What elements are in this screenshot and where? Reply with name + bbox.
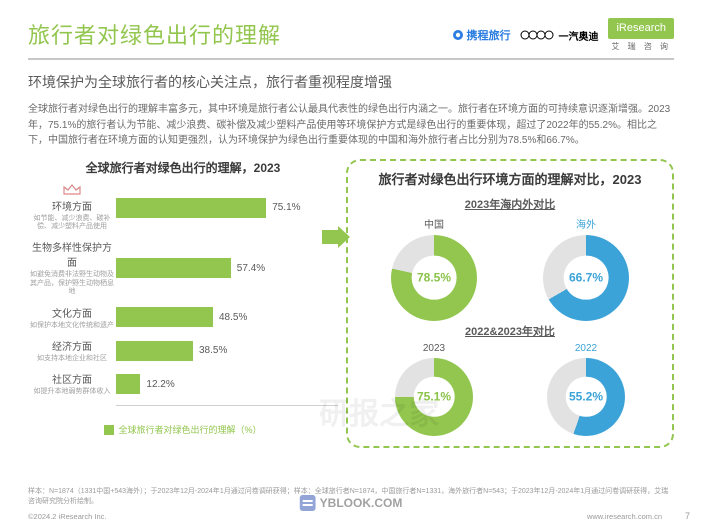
ctrip-icon [452,29,464,41]
copyright: ©2024.2 iResearch Inc. [28,512,107,521]
bar-fill [116,307,213,327]
bar-sublabel: 如避免消费非法野生动物及其产品，保护野生动物栖息地 [28,271,116,296]
donut-panel: 旅行者对绿色出行环境方面的理解对比，2023 2023年海内外对比 中国 78.5… [346,159,674,448]
bar-chart-legend: 全球旅行者对绿色出行的理解（%） [28,423,338,436]
bar-label-col: 经济方面如支持本地企业和社区 [28,338,116,363]
bar-label: 经济方面 [28,338,116,353]
bar-row: 生物多样性保护方面如避免消费非法野生动物及其产品，保护野生动物栖息地 57.4% [28,239,338,296]
audi-text: 一汽奥迪 [558,28,598,43]
donut-row-2: 2023 75.1% 2022 55.2% [358,343,662,436]
donut-center: 55.2% [566,376,607,417]
bar-sublabel: 如支持本地企业和社区 [28,355,116,363]
donut-chart: 55.2% [547,358,625,436]
bar-label: 环境方面 [28,198,116,213]
bar-track: 48.5% [116,307,338,327]
donut-block: 2022 55.2% [547,343,625,436]
iresearch-logo: iResearch 艾 瑞 咨 询 [608,18,674,52]
audi-rings-icon [520,29,554,41]
site-url: www.iresearch.com.cn [587,512,662,521]
bar-value: 75.1% [272,202,300,213]
bar-sublabel: 如提升本地弱势群体收入 [28,388,116,396]
bar-track: 38.5% [116,341,338,361]
bar-sublabel: 如保护本地文化传统和遗产 [28,322,116,330]
bar-label-col: 环境方面如节能、减少浪费、碳补偿、减少塑料产品使用 [28,184,116,232]
bar-track: 12.2% [116,374,338,394]
page-number: 7 [685,511,690,521]
bar-value: 38.5% [199,345,227,356]
donut-panel-title: 旅行者对绿色出行环境方面的理解对比，2023 [358,169,662,188]
bar-label: 生物多样性保护方面 [28,239,116,269]
footnote: 样本：N=1874（1331中国+543海外）；于2023年12月-2024年1… [28,487,674,507]
bar-label-col: 文化方面如保护本地文化传统和遗产 [28,305,116,330]
donut-block: 2023 75.1% [395,343,473,436]
donut-label: 海外 [543,216,629,231]
donut-label: 2022 [547,343,625,354]
bar-label: 文化方面 [28,305,116,320]
donut-chart: 66.7% [543,235,629,321]
bar-track: 57.4% [116,258,338,278]
ctrip-text: 携程旅行 [466,27,510,43]
donut-chart: 75.1% [395,358,473,436]
header: 旅行者对绿色出行的理解 携程旅行 一汽奥迪 iResearch 艾 瑞 咨 询 [28,18,674,52]
bar-value: 12.2% [146,379,174,390]
subtitle: 环境保护为全球旅行者的核心关注点，旅行者重视程度增强 [28,72,674,92]
body-paragraph: 全球旅行者对绿色出行的理解丰富多元，其中环境是旅行者公认最具代表性的绿色出行内涵… [28,102,674,149]
bar-label-col: 社区方面如提升本地弱势群体收入 [28,371,116,396]
donut-value: 78.5% [417,271,451,285]
donut-center: 78.5% [412,255,457,300]
bar-value: 57.4% [237,263,265,274]
bar-label-col: 生物多样性保护方面如避免消费非法野生动物及其产品，保护野生动物栖息地 [28,239,116,296]
bar-fill [116,258,231,278]
bar-fill [116,374,140,394]
donut-row-1: 中国 78.5% 海外 66.7% [358,216,662,321]
ctrip-logo: 携程旅行 [452,27,510,43]
section1-title: 2023年海内外对比 [358,196,662,212]
bar-row: 经济方面如支持本地企业和社区 38.5% [28,338,338,363]
legend-text: 全球旅行者对绿色出行的理解（%） [118,425,261,435]
donut-center: 75.1% [414,376,455,417]
bar-sublabel: 如节能、减少浪费、碳补偿、减少塑料产品使用 [28,215,116,232]
bar-chart: 环境方面如节能、减少浪费、碳补偿、减少塑料产品使用75.1%生物多样性保护方面如… [28,184,338,397]
donut-value: 75.1% [417,390,451,404]
audi-logo: 一汽奥迪 [520,28,598,43]
crown-icon [28,184,116,196]
donut-block: 中国 78.5% [391,216,477,321]
arrow-icon [322,226,350,253]
bar-chart-title: 全球旅行者对绿色出行的理解，2023 [28,159,338,176]
donut-label: 中国 [391,216,477,231]
donut-block: 海外 66.7% [543,216,629,321]
bar-chart-panel: 全球旅行者对绿色出行的理解，2023 环境方面如节能、减少浪费、碳补偿、减少塑料… [28,159,338,448]
page-title: 旅行者对绿色出行的理解 [28,18,442,50]
bar-row: 环境方面如节能、减少浪费、碳补偿、减少塑料产品使用 75.1% [28,184,338,232]
bar-label: 社区方面 [28,371,116,386]
bar-fill [116,341,193,361]
bar-row: 社区方面如提升本地弱势群体收入 12.2% [28,371,338,396]
bar-track: 75.1% [116,198,338,218]
donut-center: 66.7% [564,255,609,300]
donut-value: 55.2% [569,390,603,404]
bar-row: 文化方面如保护本地文化传统和遗产 48.5% [28,305,338,330]
iresearch-badge: iResearch [608,18,674,39]
iresearch-sub: 艾 瑞 咨 询 [608,41,674,52]
donut-chart: 78.5% [391,235,477,321]
bar-chart-axis [116,405,338,419]
section2-title: 2022&2023年对比 [358,323,662,339]
donut-value: 66.7% [569,271,603,285]
legend-swatch [104,425,114,435]
bar-fill [116,198,266,218]
title-underline [28,58,674,60]
donut-label: 2023 [395,343,473,354]
bar-value: 48.5% [219,312,247,323]
logo-row: 携程旅行 一汽奥迪 iResearch 艾 瑞 咨 询 [452,18,674,52]
